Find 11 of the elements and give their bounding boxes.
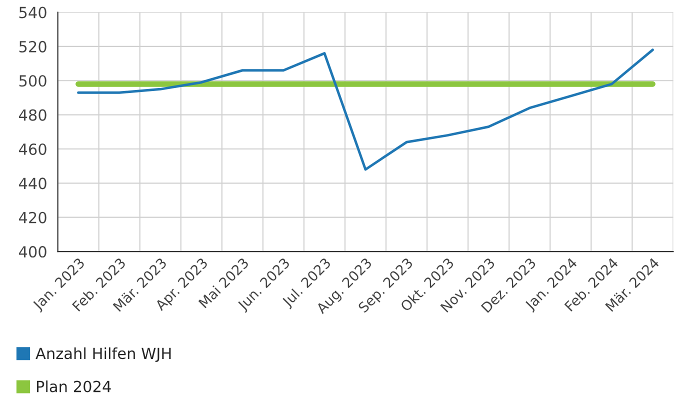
y-tick-label: 520	[19, 40, 46, 52]
legend-label: Anzahl Hilfen WJH	[36, 347, 171, 362]
line-series	[77, 48, 654, 171]
y-tick-label: 460	[18, 143, 46, 156]
y-tick-label: 440	[18, 178, 46, 190]
y-tick-label: 400	[18, 246, 46, 258]
y-tick-label: 420	[18, 212, 46, 224]
legend-label: Plan 2024	[36, 380, 111, 392]
y-tick-label: 500	[19, 75, 46, 87]
y-tick-label: 480	[18, 109, 46, 121]
y-tick-label: 540	[19, 6, 46, 18]
